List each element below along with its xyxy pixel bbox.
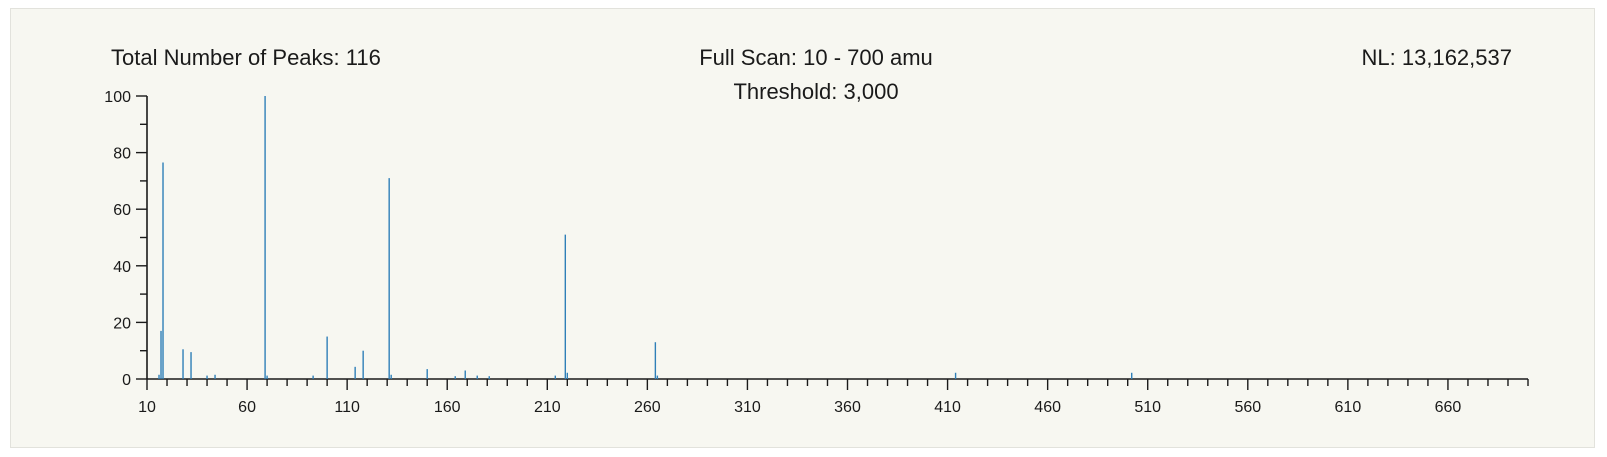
x-tick-label: 160: [434, 399, 461, 416]
total-peaks-label: Total Number of Peaks: 116: [111, 45, 381, 70]
x-tick-label: 360: [834, 399, 861, 416]
x-tick-label: 410: [934, 399, 961, 416]
x-tick-label: 110: [334, 399, 360, 416]
x-tick-label: 660: [1435, 399, 1462, 416]
x-tick-label: 210: [534, 399, 561, 416]
spectrum-panel: Total Number of Peaks: 116 Full Scan: 10…: [10, 8, 1595, 448]
x-tick-label: 560: [1234, 399, 1261, 416]
threshold-label: Threshold: 3,000: [733, 79, 899, 104]
y-tick-label: 0: [122, 372, 131, 389]
x-tick-label: 260: [634, 399, 661, 416]
y-tick-label: 40: [113, 259, 131, 276]
y-tick-label: 80: [113, 146, 131, 163]
y-tick-label: 60: [113, 202, 131, 219]
scan-range-label: Full Scan: 10 - 700 amu: [699, 45, 933, 70]
y-tick-label: 20: [113, 315, 131, 332]
normalization-level-label: NL: 13,162,537: [1361, 45, 1512, 70]
x-tick-label: 310: [734, 399, 761, 416]
x-tick-label: 610: [1335, 399, 1362, 416]
x-tick-label: 510: [1134, 399, 1161, 416]
y-tick-label: 100: [104, 89, 131, 106]
x-tick-label: 60: [238, 399, 256, 416]
x-tick-label: 460: [1034, 399, 1061, 416]
mass-spectrum-chart: 0 20 40 60 80 100 10 60 110 160 210 260 310 360 410 460…: [104, 89, 1529, 416]
x-tick-label: 10: [138, 399, 156, 416]
